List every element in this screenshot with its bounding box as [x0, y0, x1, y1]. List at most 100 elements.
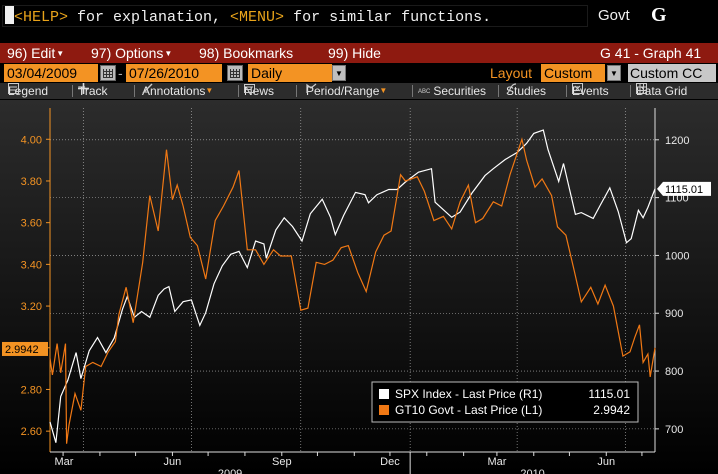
- legend-label-gt10: GT10 Govt - Last Price (L1): [395, 403, 542, 417]
- right-axis-tick-label: 800: [665, 366, 683, 378]
- function-menubar: 96) Edit▼ 97) Options▼ 98) Bookmarks 99)…: [0, 43, 718, 63]
- left-axis-tick-label: 2.80: [21, 384, 42, 396]
- date-range-bar: 03/04/2009 - 07/26/2010 Daily ▼ Layout C…: [0, 63, 718, 82]
- menu-bookmarks[interactable]: 98) Bookmarks: [199, 43, 293, 63]
- chevron-down-icon: ▼: [379, 86, 388, 95]
- events-icon: [572, 83, 583, 94]
- toolbar-securities-label: Securities: [433, 84, 487, 98]
- right-axis-tick-label: 1200: [665, 135, 689, 147]
- right-axis-tick-label: 1000: [665, 250, 689, 262]
- news-icon: [244, 84, 255, 93]
- legend-icon: [8, 83, 19, 94]
- menu-hide-number: 99): [328, 45, 349, 61]
- chart-legend[interactable]: SPX Index - Last Price (R1) 1115.01 GT10…: [371, 381, 639, 423]
- menu-options[interactable]: 97) Options▼: [91, 43, 172, 64]
- start-date-field[interactable]: 03/04/2009: [4, 64, 98, 82]
- market-sector-label[interactable]: Govt: [598, 7, 630, 24]
- legend-box: [371, 381, 639, 423]
- toolbar-annotations-label: Annotations: [142, 84, 206, 98]
- legend-swatch-spx: [379, 389, 389, 399]
- menu-edit[interactable]: 96) Edit▼: [7, 43, 64, 64]
- x-axis-month-label: Jun: [164, 456, 182, 468]
- chevron-down-icon: ▼: [205, 86, 214, 95]
- toolbar-divider: [566, 85, 567, 97]
- toolbar-divider: [498, 85, 499, 97]
- pencil-icon: [142, 83, 153, 94]
- price-chart[interactable]: 2.602.803.003.203.403.603.804.00 7008009…: [0, 100, 718, 474]
- grid-lines: [50, 108, 655, 452]
- legend-label-spx: SPX Index - Last Price (R1): [395, 387, 542, 401]
- left-axis-tick-label: 3.80: [21, 176, 42, 188]
- chart-toolbar: Legend Track Annotations▼ News Period/Ra…: [0, 83, 718, 99]
- layout-name-field[interactable]: Custom CC: [628, 64, 716, 82]
- toolbar-track-label: Track: [78, 84, 108, 98]
- spx-price-line: [49, 129, 656, 443]
- menu-hide[interactable]: 99) Hide: [328, 43, 381, 63]
- period-icon: [306, 83, 317, 93]
- x-axis-year-label: 2009: [218, 468, 242, 474]
- go-function-key[interactable]: G: [651, 4, 667, 26]
- screen-id: G 41 - Graph 41: [600, 45, 702, 61]
- left-axis-tick-label: 3.20: [21, 301, 42, 313]
- toolbar-legend[interactable]: Legend: [8, 83, 48, 99]
- legend-value-spx: 1115.01: [588, 387, 630, 401]
- chart-area: 2.602.803.003.203.403.603.804.00 7008009…: [0, 100, 718, 474]
- left-axis-tick-label: 3.40: [21, 259, 42, 271]
- menu-text: for similar functions.: [284, 9, 492, 26]
- menu-hide-label: Hide: [352, 45, 381, 61]
- end-date-field[interactable]: 07/26/2010: [126, 64, 222, 82]
- toolbar-events-label: Events: [572, 84, 609, 98]
- left-axis-tick-label: 2.60: [21, 426, 42, 438]
- toolbar-divider: [412, 85, 413, 97]
- menu-options-label: Options: [115, 45, 164, 61]
- menu-bookmarks-label: Bookmarks: [223, 45, 294, 61]
- left-last-value-tag-bg: [2, 341, 48, 356]
- toolbar-divider: [630, 85, 631, 97]
- menu-edit-label: Edit: [31, 45, 56, 61]
- date-range-separator: -: [118, 65, 123, 81]
- toolbar-divider: [72, 85, 73, 97]
- toolbar-divider: [238, 85, 239, 97]
- menu-key-hint: <MENU>: [230, 9, 285, 26]
- menu-bookmarks-number: 98): [199, 45, 220, 61]
- x-axis-month-label: Mar: [55, 456, 74, 468]
- x-axis-month-label: Mar: [487, 456, 506, 468]
- toolbar-studies-label: Studies: [506, 84, 547, 98]
- studies-icon: [506, 83, 517, 94]
- menu-options-number: 97): [91, 45, 112, 61]
- right-axis-tick-label: 900: [665, 308, 683, 320]
- layout-label: Layout: [490, 65, 533, 81]
- toolbar-studies[interactable]: Studies: [506, 83, 546, 99]
- left-axis-tick-label: 3.60: [21, 218, 42, 230]
- x-axis-month-label: Sep: [272, 456, 292, 468]
- toolbar-data-grid[interactable]: Data Grid: [636, 83, 687, 99]
- gt10-yield-line: [49, 137, 656, 444]
- menu-edit-number: 96): [7, 45, 28, 61]
- toolbar-news[interactable]: News: [244, 83, 274, 99]
- toolbar-data-grid-label: Data Grid: [636, 84, 688, 98]
- help-key-hint: <HELP>: [14, 9, 69, 26]
- calendar-icon[interactable]: [100, 65, 116, 81]
- toolbar-divider: [134, 85, 135, 97]
- layout-select[interactable]: Custom: [541, 64, 605, 82]
- toolbar-period-label: Period/Range: [306, 84, 380, 98]
- toolbar-track[interactable]: Track: [78, 83, 108, 99]
- command-line: <HELP> for explanation, <MENU> for simil…: [0, 0, 718, 36]
- grid-icon: [636, 83, 647, 94]
- chevron-down-icon[interactable]: ▼: [607, 65, 621, 81]
- calendar-icon[interactable]: [227, 65, 243, 81]
- command-input[interactable]: <HELP> for explanation, <MENU> for simil…: [2, 5, 588, 27]
- x-axis-month-label: Dec: [380, 456, 400, 468]
- help-text: for explanation,: [68, 9, 231, 26]
- chevron-down-icon[interactable]: ▼: [332, 65, 346, 81]
- toolbar-securities[interactable]: ABC Securities: [418, 83, 486, 100]
- toolbar-period-range[interactable]: Period/Range▼: [306, 83, 387, 99]
- time-axis: Mar Jun Sep Dec Mar Jun 2009 2010: [50, 451, 655, 474]
- periodicity-select[interactable]: Daily: [248, 64, 332, 82]
- toolbar-annotations[interactable]: Annotations▼: [142, 83, 213, 99]
- right-last-value-tag-bg: [657, 181, 711, 196]
- right-axis-tick-label: 700: [665, 424, 683, 436]
- x-axis-month-label: Jun: [597, 456, 615, 468]
- toolbar-events[interactable]: Events: [572, 83, 609, 99]
